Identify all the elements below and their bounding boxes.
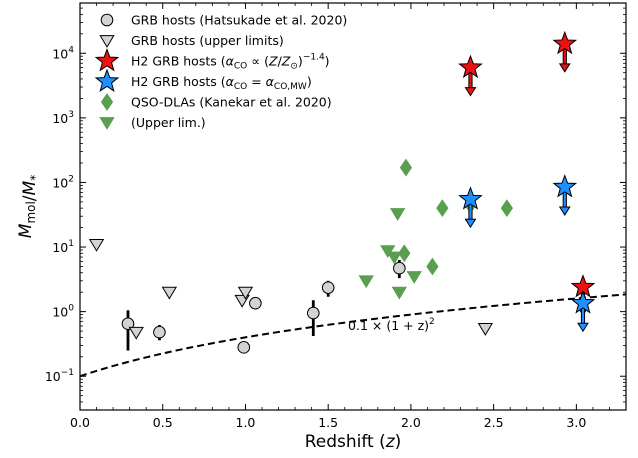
legend-entry-0: GRB hosts (Hatsukade et al. 2020)	[100, 13, 347, 28]
y-axis-title: Mmol/M*	[16, 175, 42, 238]
plot-area	[80, 30, 626, 378]
x-tick-label: 1.5	[318, 415, 338, 430]
legend-marker-star	[94, 68, 120, 92]
series-5	[358, 208, 422, 300]
data-point-triangle-down	[380, 245, 396, 259]
legend-entry-5: (Upper lim.)	[99, 115, 206, 130]
plot-frame	[79, 2, 627, 411]
x-tick-label: 2.0	[401, 415, 421, 430]
data-point-triangle-down	[128, 326, 144, 340]
y-tick-label: 10−1	[45, 368, 74, 384]
x-tick-label: 1.0	[236, 415, 256, 430]
data-point-triangle-down	[391, 286, 408, 300]
data-point-triangle-down	[477, 323, 494, 336]
series-0	[121, 260, 406, 354]
legend-marker-triangle-down	[99, 35, 115, 48]
legend-label: GRB hosts (Hatsukade et al. 2020)	[131, 13, 347, 28]
legend-label: H2 GRB hosts (αCO = αCO,MW)	[131, 74, 312, 92]
series-3	[458, 174, 596, 333]
axes: 0.0 0.5 1.0 1.5 2.0 2.5 3.0 10−1 100 101 102 103 104	[45, 2, 627, 430]
y-tick-label: 104	[52, 45, 74, 61]
data-point-triangle-down	[358, 275, 374, 289]
legend-entry-3: H2 GRB hosts (αCO = αCO,MW)	[94, 68, 312, 92]
data-point-star	[552, 30, 578, 55]
legend-marker-triangle-down	[99, 117, 115, 130]
data-point-circle	[393, 261, 406, 275]
data-point-diamond	[398, 244, 411, 263]
x-axis-title: Redshift (z)	[305, 432, 402, 452]
legend-label: GRB hosts (upper limits)	[131, 33, 284, 48]
data-point-circle	[237, 341, 251, 354]
legend-marker-diamond	[100, 93, 114, 111]
data-point-triangle-down	[88, 238, 105, 252]
legend: GRB hosts (Hatsukade et al. 2020) GRB hos…	[94, 13, 347, 130]
legend-label: H2 GRB hosts (αCO ∝ (Z/Z⊙)−1.4)	[131, 53, 330, 72]
legend-entry-1: GRB hosts (upper limits)	[99, 33, 284, 48]
dashed-curve-line	[80, 293, 626, 378]
data-point-circle	[121, 317, 135, 331]
legend-entry-4: QSO-DLAs (Kanekar et al. 2020)	[100, 93, 332, 111]
data-point-triangle-down	[389, 208, 406, 221]
legend-label: QSO-DLAs (Kanekar et al. 2020)	[131, 95, 332, 110]
y-tick-label: 102	[52, 174, 74, 190]
data-point-triangle-down	[161, 286, 178, 300]
data-point-triangle-down	[237, 286, 254, 300]
data-point-diamond	[399, 158, 413, 177]
data-point-diamond	[426, 257, 439, 276]
data-point-star	[458, 186, 483, 210]
data-point-star	[570, 290, 596, 314]
data-point-circle	[321, 281, 335, 294]
y-tick-label: 101	[52, 239, 74, 255]
data-point-diamond	[500, 199, 513, 218]
data-point-diamond	[436, 199, 449, 218]
x-tick-label: 2.5	[484, 415, 504, 430]
curve-annotation: 0.1 × (1 + z)2	[348, 317, 435, 333]
legend-marker-circle	[100, 13, 114, 27]
x-tick-label: 3.0	[566, 415, 586, 430]
data-point-circle	[249, 296, 262, 310]
data-point-circle	[306, 306, 320, 320]
legend-entry-2: H2 GRB hosts (αCO ∝ (Z/Z⊙)−1.4)	[94, 48, 330, 72]
series-4	[398, 158, 513, 276]
data-point-triangle-down	[386, 251, 403, 265]
x-tick-label: 0.5	[153, 415, 173, 430]
data-point-star	[458, 54, 483, 79]
y-tick-label: 103	[52, 110, 74, 126]
data-point-circle	[153, 325, 166, 339]
series-2	[458, 30, 596, 317]
series-1	[88, 238, 494, 340]
legend-marker-star	[94, 48, 120, 72]
data-point-star	[552, 174, 578, 198]
x-tick-label: 0.0	[70, 415, 90, 430]
legend-label: (Upper lim.)	[131, 115, 206, 130]
data-point-triangle-down	[406, 271, 422, 284]
y-tick-label: 100	[52, 304, 74, 320]
